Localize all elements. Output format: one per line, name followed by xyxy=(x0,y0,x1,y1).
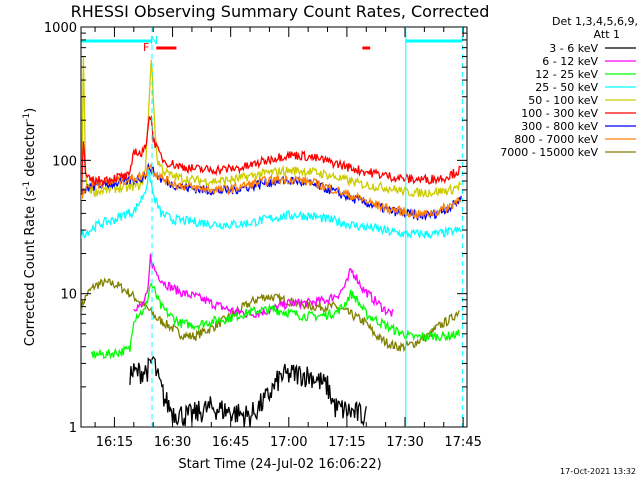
x-axis-title: Start Time (24-Jul-02 16:06:22) xyxy=(178,457,381,472)
y-axis-title-tail: detector xyxy=(23,121,38,181)
plot-content xyxy=(81,56,462,427)
series-line-800-7000-keV xyxy=(81,163,462,219)
y-axis-title-sup1: -1 xyxy=(22,181,32,190)
x-tick-label: 17:30 xyxy=(386,435,423,450)
x-tick-label: 17:15 xyxy=(328,435,365,450)
y-tick-label: 100 xyxy=(52,154,77,169)
legend-label: 300 - 800 keV xyxy=(521,120,598,133)
chart-title: RHESSI Observing Summary Count Rates, Co… xyxy=(71,2,490,21)
series-line-100-300-keV xyxy=(81,114,462,193)
x-tick-label: 16:30 xyxy=(154,435,191,450)
x-tick-label: 16:45 xyxy=(212,435,249,450)
legend-header-line2: Att 1 xyxy=(594,28,620,41)
legend-label: 50 - 100 keV xyxy=(528,94,598,107)
legend-header-line1: Det 1,3,4,5,6,9, xyxy=(552,15,638,28)
legend-label: 800 - 7000 keV xyxy=(514,133,598,146)
series-line-50-100-keV xyxy=(81,56,462,202)
legend-label: 12 - 25 keV xyxy=(535,68,598,81)
footer-timestamp: 17-Oct-2021 13:32 xyxy=(560,467,636,476)
series-line-12-25-keV xyxy=(90,283,460,360)
y-axis-title-close: ) xyxy=(23,108,38,113)
x-tick-label: 17:45 xyxy=(444,435,481,450)
plot-frame xyxy=(80,26,468,428)
series-line-7000-15000-keV xyxy=(81,277,460,353)
marker-N: N xyxy=(150,34,158,47)
y-tick-label: 1 xyxy=(69,421,77,436)
series-line-3-6-keV xyxy=(129,355,367,427)
x-tick-label: 16:15 xyxy=(96,435,133,450)
legend-label: 25 - 50 keV xyxy=(535,81,598,94)
legend-label: 6 - 12 keV xyxy=(542,55,598,68)
y-tick-label: 1000 xyxy=(44,21,77,36)
plot-area xyxy=(80,26,468,428)
marker-F: F xyxy=(143,41,149,54)
legend-label: 100 - 300 keV xyxy=(521,107,598,120)
series-line-25-50-keV xyxy=(81,168,462,240)
legend-label: 3 - 6 keV xyxy=(549,42,598,55)
y-tick-label: 10 xyxy=(60,288,77,303)
y-axis-title-main: Corrected Count Rate (s xyxy=(23,190,38,347)
x-tick-label: 17:00 xyxy=(270,435,307,450)
legend-label: 7000 - 15000 keV xyxy=(500,146,598,159)
y-axis-title-sup2: -1 xyxy=(22,113,32,122)
y-axis-title: Corrected Count Rate (s-1 detector-1) xyxy=(22,108,38,346)
